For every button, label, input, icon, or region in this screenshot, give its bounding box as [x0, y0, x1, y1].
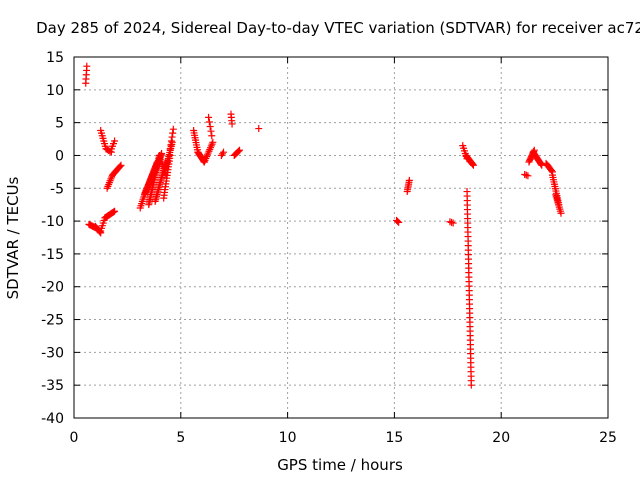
data-point: [469, 161, 477, 169]
data-point: [220, 148, 228, 156]
x-tick-label: 20: [492, 430, 510, 446]
data-point: [116, 162, 124, 170]
y-tick-label: -15: [41, 247, 64, 263]
data-point: [467, 381, 475, 389]
y-tick-label: -30: [41, 345, 64, 361]
data-point: [167, 141, 175, 149]
y-tick-label: 5: [55, 116, 64, 132]
data-point: [209, 138, 217, 146]
data-point: [205, 113, 213, 121]
data-point: [521, 170, 529, 178]
data-point: [169, 125, 177, 133]
data-point: [168, 133, 176, 141]
data-point: [524, 172, 532, 180]
data-point: [557, 209, 565, 217]
data-point: [449, 219, 457, 227]
data-point: [169, 129, 177, 137]
data-point: [207, 127, 215, 135]
data-point: [83, 62, 91, 70]
data-point: [205, 118, 213, 126]
y-tick-label: -35: [41, 378, 64, 394]
data-point: [111, 207, 119, 215]
data-point: [206, 123, 214, 131]
x-tick-label: 5: [176, 430, 185, 446]
data-point: [469, 160, 477, 168]
data-point: [236, 146, 244, 154]
data-point: [538, 161, 546, 169]
y-tick-label: -20: [41, 280, 64, 296]
x-axis-label: GPS time / hours: [277, 456, 403, 474]
data-point: [395, 218, 403, 226]
data-points: [82, 62, 565, 389]
y-axis-label: SDTVAR / TECUs: [4, 176, 22, 299]
data-point: [394, 217, 402, 225]
x-tick-label: 25: [599, 430, 617, 446]
data-point: [255, 125, 263, 133]
x-tick-label: 0: [70, 430, 79, 446]
y-tick-label: 10: [46, 83, 64, 99]
data-point: [167, 137, 175, 145]
data-point: [548, 167, 556, 175]
y-tick-label: -40: [41, 411, 64, 427]
data-point: [405, 176, 413, 184]
data-point: [448, 218, 456, 226]
data-point: [111, 137, 119, 145]
data-point: [537, 160, 545, 168]
y-tick-label: -25: [41, 313, 64, 329]
x-tick-label: 15: [385, 430, 403, 446]
axis-ticks: 0 5 10 15 20 25 -40 -35 -30 -25 -20 -15 -10 -5 0 5 10 15: [41, 50, 617, 446]
data-point: [522, 171, 530, 179]
chart-title: Day 285 of 2024, Sidereal Day-to-day VTE…: [36, 19, 640, 37]
grid-lines: [74, 57, 608, 418]
y-tick-label: 15: [46, 50, 64, 66]
y-tick-label: -5: [50, 181, 64, 197]
data-point: [228, 120, 236, 128]
data-point: [96, 228, 104, 236]
data-point: [446, 218, 454, 226]
data-point: [235, 147, 243, 155]
data-point: [166, 145, 174, 153]
plot-frame: [73, 56, 609, 419]
y-tick-label: 0: [55, 148, 64, 164]
data-point: [208, 132, 216, 140]
data-point: [117, 161, 125, 169]
y-tick-label: -10: [41, 214, 64, 230]
x-tick-label: 10: [279, 430, 297, 446]
data-point: [218, 150, 226, 158]
